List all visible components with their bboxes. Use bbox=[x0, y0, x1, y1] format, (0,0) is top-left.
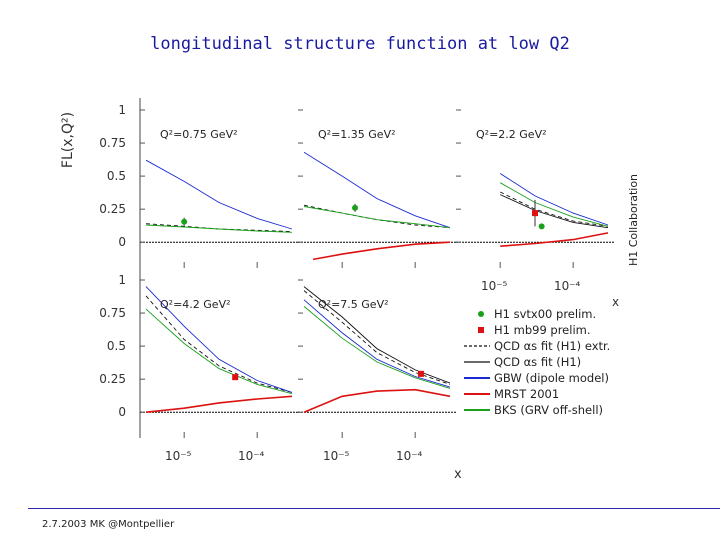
curve-qcd-s-fit-h1- bbox=[500, 194, 609, 229]
panel-label: Q²=1.35 GeV² bbox=[318, 128, 396, 141]
y-tick-label: 0.25 bbox=[99, 202, 126, 216]
legend-label: MRST 2001 bbox=[494, 387, 559, 401]
x-axis-title: x bbox=[454, 467, 462, 482]
curve-bks-grv-off-shell- bbox=[145, 224, 293, 233]
y-tick-label: 0 bbox=[118, 405, 126, 419]
curve-qcd-s-fit-h1-extr- bbox=[145, 295, 293, 393]
curve-qcd-s-fit-h1-extr- bbox=[145, 223, 293, 233]
x-axis-title-top: x bbox=[612, 295, 619, 309]
legend-marker bbox=[478, 311, 484, 317]
data-point-circle bbox=[538, 223, 545, 230]
footer-divider bbox=[28, 508, 720, 509]
panel-5: Q²=7.5 GeV² bbox=[298, 279, 456, 438]
y-tick-label: 1 bbox=[118, 273, 126, 287]
y-tick-label: 1 bbox=[118, 103, 126, 117]
curve-qcd-s-fit-h1-extr- bbox=[500, 191, 609, 227]
slide-footer: 2.7.2003 MK @Montpellier bbox=[42, 519, 175, 530]
curve-bks-grv-off-shell- bbox=[303, 306, 451, 389]
x-tick-label: 10⁻⁵ bbox=[481, 279, 508, 293]
legend-label: H1 svtx00 prelim. bbox=[494, 307, 596, 321]
x-tick-label: 10⁻⁴ bbox=[554, 279, 581, 293]
x-tick-label: 10⁻⁵ bbox=[165, 449, 192, 463]
slide-title: longitudinal structure function at low Q… bbox=[150, 34, 570, 54]
legend-label: H1 mb99 prelim. bbox=[494, 323, 591, 337]
curve-gbw-dipole-model- bbox=[303, 299, 451, 388]
curve-bks-grv-off-shell- bbox=[499, 182, 609, 227]
y-tick-label: 0.5 bbox=[107, 339, 126, 353]
curve-mrst-2001 bbox=[145, 395, 293, 413]
curve-qcd-s-fit-h1- bbox=[303, 286, 451, 384]
x-tick-label: 10⁻⁴ bbox=[396, 449, 423, 463]
data-point-square bbox=[532, 210, 538, 217]
data-point-circle bbox=[181, 218, 188, 225]
data-point-square bbox=[417, 370, 424, 377]
x-tick-label: 10⁻⁴ bbox=[238, 449, 265, 463]
collaboration-label: H1 Collaboration bbox=[627, 174, 640, 266]
curve-gbw-dipole-model- bbox=[499, 173, 609, 226]
y-tick-label: 0.25 bbox=[99, 372, 126, 386]
legend-label: QCD αs fit (H1) extr. bbox=[494, 339, 610, 353]
curve-gbw-dipole-model- bbox=[303, 151, 451, 229]
y-tick-label: 0.75 bbox=[99, 136, 126, 150]
y-tick-label: 0.5 bbox=[107, 169, 126, 183]
panel-label: Q²=7.5 GeV² bbox=[318, 298, 389, 311]
panel-label: Q²=4.2 GeV² bbox=[160, 298, 231, 311]
legend-label: GBW (dipole model) bbox=[494, 371, 609, 385]
curve-mrst-2001 bbox=[303, 388, 451, 413]
legend-label: QCD αs fit (H1) bbox=[494, 355, 581, 369]
x-tick-label: 10⁻⁵ bbox=[323, 449, 350, 463]
panel-4: Q²=4.2 GeV² bbox=[140, 279, 298, 438]
y-tick-label: 0.75 bbox=[99, 306, 126, 320]
curve-gbw-dipole-model- bbox=[145, 286, 293, 393]
panel-1: Q²=0.75 GeV² bbox=[140, 109, 298, 268]
panel-label: Q²=0.75 GeV² bbox=[160, 128, 238, 141]
data-point-circle bbox=[352, 204, 359, 211]
legend-marker bbox=[478, 327, 484, 333]
data-point-square bbox=[232, 374, 239, 381]
y-tick-label: 0 bbox=[118, 235, 126, 249]
panel-label: Q²=2.2 GeV² bbox=[476, 128, 547, 141]
curve-mrst-2001 bbox=[312, 241, 451, 261]
curve-bks-grv-off-shell- bbox=[303, 206, 451, 229]
panel-2: Q²=1.35 GeV² bbox=[298, 109, 456, 268]
curve-gbw-dipole-model- bbox=[145, 159, 293, 230]
legend-label: BKS (GRV off-shell) bbox=[494, 403, 603, 417]
y-axis-title: FL(x,Q²) bbox=[60, 112, 76, 168]
legend: H1 svtx00 prelim. H1 mb99 prelim. QCD αs f… bbox=[464, 307, 610, 417]
curve-bks-grv-off-shell- bbox=[145, 308, 293, 395]
panel-3: Q²=2.2 GeV² bbox=[456, 109, 614, 268]
curve-qcd-s-fit-h1-extr- bbox=[303, 204, 451, 229]
curve-mrst-2001 bbox=[500, 232, 609, 247]
